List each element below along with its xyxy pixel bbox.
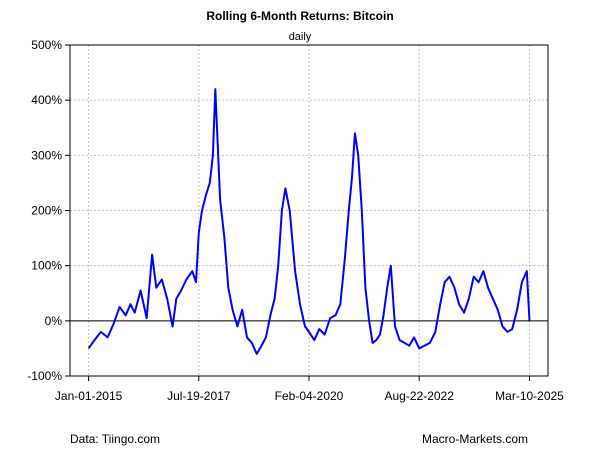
chart-subtitle: daily — [288, 31, 312, 43]
y-tick-label: -100% — [27, 369, 62, 383]
site-label: Macro-Markets.com — [421, 432, 528, 446]
chart-title: Rolling 6-Month Returns: Bitcoin — [206, 9, 394, 23]
x-tick-label: Aug-22-2022 — [385, 389, 455, 403]
y-tick-label: 400% — [31, 93, 62, 107]
series-line — [87, 88, 531, 355]
y-tick-label: 500% — [31, 38, 62, 52]
x-tick-label: Feb-04-2020 — [275, 389, 344, 403]
x-tick-label: Jan-01-2015 — [55, 389, 123, 403]
x-tick-label: Jul-19-2017 — [167, 389, 231, 403]
y-tick-label: 100% — [31, 259, 62, 273]
y-tick-label: 300% — [31, 148, 62, 162]
y-tick-label: 200% — [31, 204, 62, 218]
y-tick-label: 0% — [45, 314, 63, 328]
data-source-label: Data: Tiingo.com — [70, 432, 161, 446]
x-tick-label: Mar-10-2025 — [495, 389, 564, 403]
